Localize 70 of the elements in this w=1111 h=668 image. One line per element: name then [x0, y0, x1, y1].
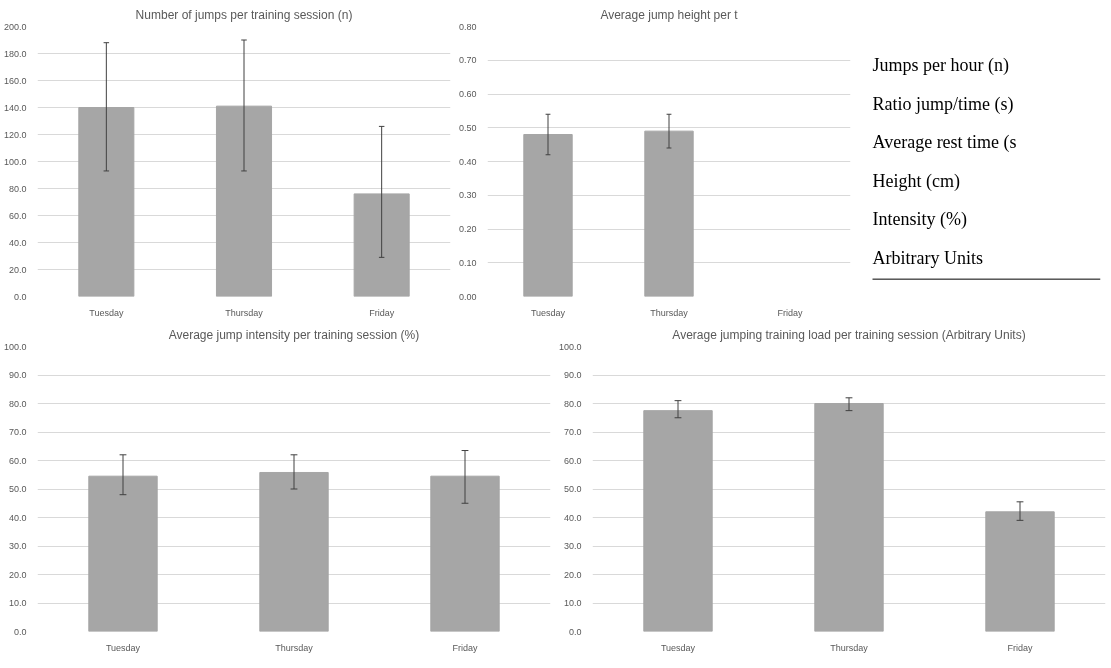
y-tick-label: 0.60 [458, 89, 477, 99]
chart-title: Average jump height per t [600, 7, 739, 22]
y-tick-label: 10.0 [8, 598, 27, 608]
x-tick-label: Tuesday [660, 642, 696, 653]
text: Intensity (%) [872, 209, 967, 231]
y-tick-label: 70.0 [8, 427, 27, 437]
y-tick-label: 0.10 [458, 257, 477, 268]
x-tick-label: Tuesday [89, 307, 124, 318]
bar [814, 403, 884, 632]
y-tick-label: 50.0 [563, 484, 582, 494]
y-tick-label: 0.20 [458, 224, 477, 234]
text: Height (cm) [872, 170, 960, 192]
y-tick-label: 0.80 [458, 21, 477, 32]
y-tick-label: 0.30 [458, 190, 477, 201]
x-tick-label: Thursday [275, 642, 314, 653]
x-tick-label: Tuesday [530, 307, 566, 318]
bar [985, 511, 1055, 632]
y-tick-label: 80.0 [563, 398, 582, 409]
y-tick-label: 20.0 [8, 264, 27, 275]
y-tick-label: 180.0 [3, 48, 27, 59]
y-tick-label: 160.0 [3, 75, 27, 86]
x-tick-label: Thursday [830, 642, 869, 653]
x-tick-label: Thursday [650, 307, 689, 318]
y-tick-label: 0.0 [13, 291, 27, 302]
x-tick-label: Friday [1007, 642, 1033, 653]
bar [643, 410, 713, 632]
bar [353, 193, 410, 297]
x-tick-label: Friday [452, 642, 478, 653]
y-tick-label: 20.0 [8, 569, 27, 580]
y-tick-label: 90.0 [563, 370, 582, 380]
chart-title: Average jump intensity per training session (%) [168, 327, 420, 342]
y-tick-label: 60.0 [8, 210, 27, 221]
y-tick-label: 20.0 [563, 569, 582, 580]
y-tick-label: 0.40 [458, 156, 477, 167]
y-tick-label: 0.0 [13, 626, 27, 637]
y-tick-label: 90.0 [8, 370, 27, 380]
y-tick-label: 140.0 [3, 102, 27, 113]
y-tick-label: 60.0 [8, 455, 27, 466]
y-tick-label: 0.50 [458, 122, 477, 133]
text: Jumps per hour (n) [872, 55, 1009, 77]
y-tick-label: 80.0 [8, 183, 27, 194]
y-tick-label: 120.0 [3, 129, 27, 140]
y-tick-label: 10.0 [563, 598, 582, 608]
x-tick-label: Tuesday [105, 642, 141, 653]
y-tick-label: 100.0 [3, 341, 27, 352]
text: Arbitrary Units [872, 247, 983, 268]
y-tick-label: 40.0 [8, 512, 27, 523]
y-tick-label: 30.0 [563, 541, 582, 551]
y-tick-label: 40.0 [8, 237, 27, 248]
y-tick-label: 100.0 [558, 341, 582, 352]
y-tick-label: 200.0 [3, 21, 27, 32]
y-tick-label: 0.00 [458, 291, 477, 302]
y-tick-label: 30.0 [8, 541, 27, 551]
text: Ratio jump/time (s) [872, 93, 1014, 115]
y-tick-label: 100.0 [3, 156, 27, 167]
y-tick-label: 60.0 [563, 455, 582, 466]
y-tick-label: 50.0 [8, 484, 27, 494]
y-tick-label: 0.70 [458, 55, 477, 66]
chart-title: Average jumping training load per training session (Arbitrary Units) [672, 327, 1026, 342]
y-tick-label: 0.0 [568, 626, 582, 637]
y-tick-label: 40.0 [563, 512, 582, 523]
x-tick-label: Thursday [225, 307, 264, 318]
y-tick-label: 80.0 [8, 398, 27, 409]
y-tick-label: 70.0 [563, 427, 582, 437]
bar [215, 105, 273, 297]
x-tick-label: Friday [369, 307, 395, 318]
bar [78, 107, 135, 297]
x-tick-label: Friday [777, 307, 803, 318]
chart-title: Number of jumps per training session (n) [135, 7, 353, 22]
text: Average rest time (s [872, 132, 1017, 154]
